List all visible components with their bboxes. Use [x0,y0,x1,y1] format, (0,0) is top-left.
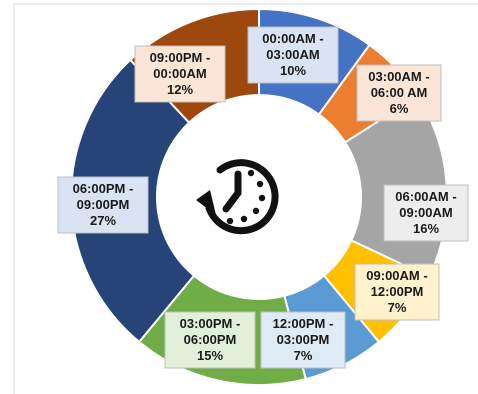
slice-category-label: 09:00PM [77,197,130,212]
slice-category-label: 03:00AM - [368,69,429,84]
slice-category-label: 12:00PM - [273,316,334,331]
slice-category-label: 03:00PM [277,332,330,347]
clock-history-icon [196,159,279,235]
data-label-box [247,26,339,84]
slice-category-label: 00:00AM [153,66,206,81]
slice-category-label: 00:00AM - [262,31,323,46]
data-label-box [260,311,346,369]
data-label-box [383,184,469,242]
slice-value-label: 12% [167,82,193,97]
slice-category-label: 06:00 AM [371,85,428,100]
data-label-box [57,176,149,234]
slice-value-label: 7% [294,348,313,363]
slice-value-label: 15% [197,348,223,363]
slice-category-label: 03:00PM - [180,316,241,331]
data-label-box [356,64,442,122]
slice-category-label: 06:00AM - [395,189,456,204]
slice-category-label: 06:00PM [184,332,237,347]
data-label-2: 03:00AM -06:00 AM6% [356,64,442,122]
slice-category-label: 12:00PM [371,284,424,299]
slice-category-label: 06:00PM - [73,181,134,196]
data-label-box [354,263,440,321]
data-label-box [164,311,256,369]
slice-value-label: 6% [390,101,409,116]
slice-category-label: 09:00AM - [366,268,427,283]
data-label-box [134,45,226,103]
slice-category-label: 09:00PM - [150,50,211,65]
slice-value-label: 7% [388,300,407,315]
slice-category-label: 09:00AM [399,205,452,220]
slice-value-label: 16% [413,221,439,236]
slice-value-label: 10% [280,63,306,78]
slice-category-label: 03:00AM [266,47,319,62]
slice-value-label: 27% [90,213,116,228]
